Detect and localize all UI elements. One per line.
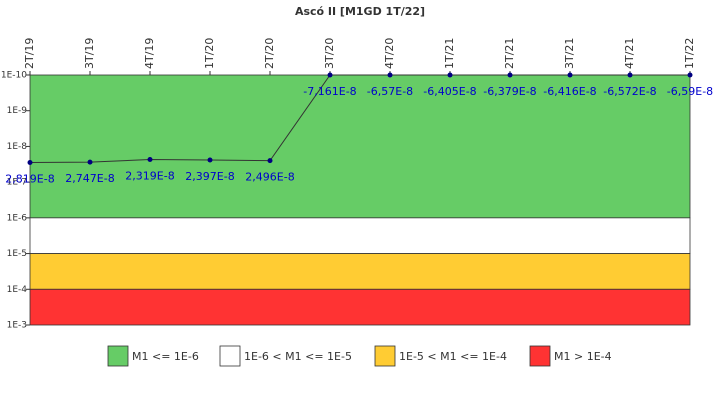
legend-swatch bbox=[529, 345, 551, 367]
x-tick-label: 3T/19 bbox=[83, 38, 96, 69]
point bbox=[27, 160, 33, 166]
data-label: -6,416E-8 bbox=[543, 85, 596, 98]
legend-label: 1E-6 < M1 <= 1E-5 bbox=[244, 350, 352, 363]
legend-swatch bbox=[107, 345, 129, 367]
chart-title: Ascó II [M1GD 1T/22] bbox=[295, 5, 425, 18]
point bbox=[507, 72, 513, 78]
point bbox=[687, 72, 693, 78]
y-tick-label: 1E-6 bbox=[7, 213, 28, 223]
point bbox=[447, 72, 453, 78]
x-tick-label: 2T/21 bbox=[503, 38, 516, 69]
data-label: -6,59E-8 bbox=[667, 85, 713, 98]
point bbox=[567, 72, 573, 78]
data-label: -7,161E-8 bbox=[303, 85, 356, 98]
band bbox=[29, 217, 691, 254]
point bbox=[207, 157, 213, 163]
data-label: 2,319E-8 bbox=[125, 169, 174, 182]
x-tick-label: 3T/20 bbox=[323, 38, 336, 69]
x-tick-label: 2T/20 bbox=[263, 38, 276, 69]
x-tick-label: 2T/19 bbox=[23, 38, 36, 69]
point bbox=[327, 72, 333, 78]
data-label: -6,405E-8 bbox=[423, 85, 476, 98]
band bbox=[29, 74, 691, 219]
legend-swatch bbox=[219, 345, 241, 367]
y-tick-label: 1E-9 bbox=[7, 106, 28, 116]
data-label: -6,57E-8 bbox=[367, 85, 413, 98]
y-tick-label: 1E-5 bbox=[7, 249, 27, 259]
y-tick-label: 1E-3 bbox=[7, 321, 27, 331]
band bbox=[29, 253, 691, 290]
legend-swatch bbox=[374, 345, 396, 367]
x-tick-label: 3T/21 bbox=[563, 38, 576, 69]
legend-label: 1E-5 < M1 <= 1E-4 bbox=[399, 350, 507, 363]
x-tick-label: 4T/21 bbox=[623, 38, 636, 69]
data-label: -6,379E-8 bbox=[483, 85, 536, 98]
x-tick-label: 4T/20 bbox=[383, 38, 396, 69]
x-tick-label: 1T/20 bbox=[203, 38, 216, 69]
point bbox=[147, 156, 153, 162]
data-label: 2,496E-8 bbox=[245, 171, 294, 184]
series-line bbox=[29, 74, 690, 164]
y-tick-label: 1E-10 bbox=[1, 71, 27, 81]
y-tick-label: 1E-4 bbox=[7, 285, 28, 295]
x-tick-label: 4T/19 bbox=[143, 38, 156, 69]
point bbox=[87, 159, 93, 165]
data-label: 2,819E-8 bbox=[5, 173, 54, 186]
y-tick-label: 1E-8 bbox=[7, 142, 28, 152]
point bbox=[627, 72, 633, 78]
data-label: 2,747E-8 bbox=[65, 172, 114, 185]
point bbox=[267, 158, 273, 164]
x-tick-label: 1T/22 bbox=[683, 38, 696, 69]
legend-label: M1 > 1E-4 bbox=[554, 350, 612, 363]
band bbox=[29, 288, 691, 326]
legend-label: M1 <= 1E-6 bbox=[132, 350, 199, 363]
x-tick-label: 1T/21 bbox=[443, 38, 456, 69]
data-label: -6,572E-8 bbox=[603, 85, 656, 98]
y-tick-label: 1E-7 bbox=[7, 178, 27, 188]
point bbox=[387, 72, 393, 78]
data-label: 2,397E-8 bbox=[185, 170, 234, 183]
